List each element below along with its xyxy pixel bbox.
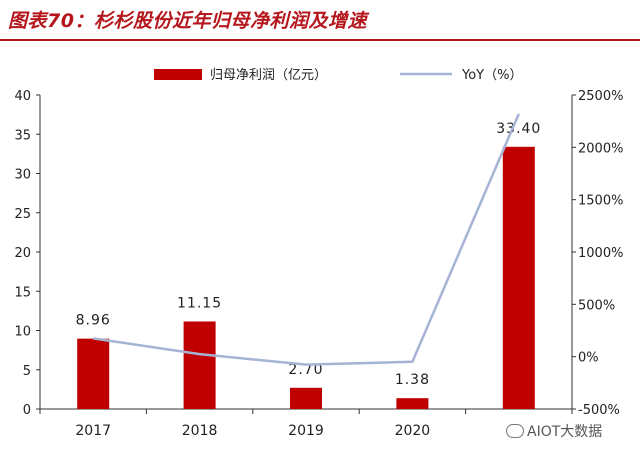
right-tick-label: -500% — [578, 403, 620, 418]
legend-line-label: YoY（%） — [461, 68, 522, 83]
right-tick-label: 500% — [578, 298, 615, 313]
left-tick-label: 15 — [14, 285, 31, 300]
watermark: AIOT大数据 — [506, 421, 602, 441]
bar-data-label: 11.15 — [177, 295, 222, 311]
x-tick-label: 2017 — [75, 423, 111, 439]
watermark-text: AIOT大数据 — [527, 424, 603, 440]
wechat-icon — [506, 424, 524, 438]
title-divider — [0, 39, 640, 41]
right-tick-label: 1500% — [578, 194, 623, 209]
profit-bar — [502, 146, 535, 409]
left-tick-label: 40 — [14, 89, 31, 104]
right-tick-label: 2500% — [578, 89, 623, 104]
right-tick-label: 2000% — [578, 141, 623, 156]
left-tick-label: 35 — [14, 128, 31, 143]
bar-data-label: 1.38 — [395, 372, 430, 388]
x-tick-label: 2020 — [395, 423, 431, 439]
x-tick-label: 2018 — [182, 423, 218, 439]
left-tick-label: 20 — [14, 246, 31, 261]
right-tick-label: 1000% — [578, 246, 623, 261]
bar-data-label: 2.70 — [288, 362, 323, 378]
x-tick-label: 2019 — [288, 423, 324, 439]
chart-title: 图表70：杉杉股份近年归母净利润及增速 — [8, 10, 367, 32]
profit-bar — [290, 387, 322, 409]
left-tick-label: 30 — [14, 168, 31, 183]
left-tick-label: 10 — [14, 325, 31, 340]
left-tick-label: 25 — [14, 207, 31, 222]
profit-bar — [183, 321, 216, 409]
left-tick-label: 0 — [23, 403, 31, 418]
yoy-line — [93, 113, 520, 366]
profit-bar — [396, 398, 429, 409]
profit-bar — [77, 338, 110, 409]
right-tick-label: 0% — [578, 351, 599, 366]
bar-data-label: 33.40 — [496, 121, 541, 137]
left-tick-label: 5 — [23, 364, 31, 379]
legend-bar-swatch — [154, 69, 202, 80]
bar-data-label: 8.96 — [76, 313, 111, 329]
legend-bar-label: 归母净利润（亿元） — [210, 68, 327, 83]
